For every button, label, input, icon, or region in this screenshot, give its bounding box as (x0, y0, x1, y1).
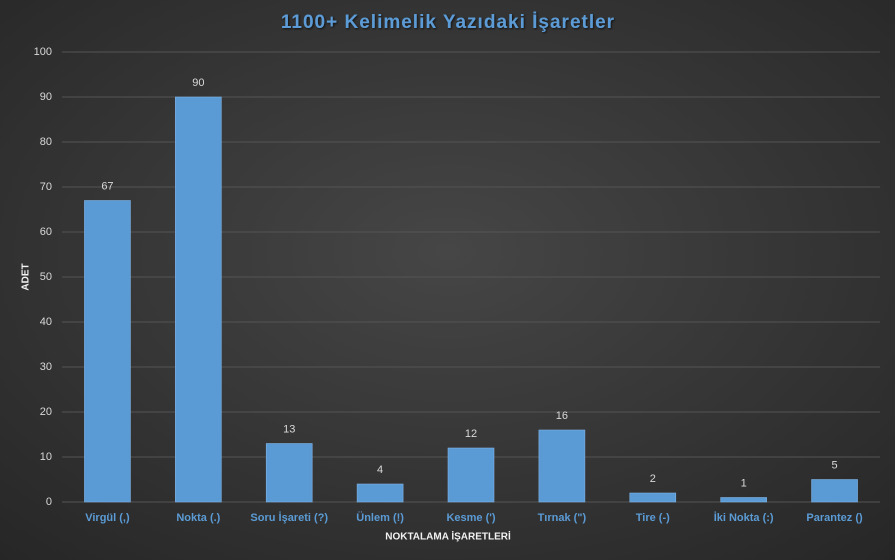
data-label: 13 (283, 423, 295, 435)
x-tick-label: Parantez () (806, 512, 863, 524)
y-tick-label: 100 (34, 46, 52, 58)
bar (356, 483, 404, 503)
data-label: 4 (377, 464, 383, 476)
data-label: 1 (741, 477, 747, 489)
y-axis-title: ADET (21, 263, 32, 290)
data-label: 16 (556, 410, 568, 422)
x-tick-label: Ünlem (!) (356, 511, 404, 524)
bar (720, 497, 767, 503)
y-tick-label: 20 (40, 406, 52, 418)
bar (175, 96, 222, 503)
bar (538, 429, 586, 503)
data-label: 5 (831, 459, 837, 471)
chart-title: 1100+ Kelimelik Yazıdaki İşaretler (281, 12, 615, 33)
bar (629, 492, 677, 503)
data-label: 2 (650, 473, 656, 485)
y-tick-label: 80 (40, 136, 52, 148)
x-tick-label: Kesme (') (446, 512, 495, 524)
y-tick-label: 50 (40, 271, 52, 283)
bar (84, 200, 131, 503)
y-tick-label: 40 (40, 316, 52, 328)
x-tick-label: Soru İşareti (?) (250, 511, 328, 524)
x-tick-label: İki Nokta (:) (714, 511, 774, 524)
x-axis-title: NOKTALAMA İŞARETLERİ (385, 530, 511, 543)
data-label: 12 (465, 428, 477, 440)
bar (811, 479, 858, 503)
x-tick-label: Nokta (.) (176, 512, 220, 524)
y-tick-label: 0 (46, 496, 52, 508)
data-label: 67 (101, 180, 113, 192)
data-label: 90 (192, 77, 204, 89)
y-tick-label: 70 (40, 181, 52, 193)
x-tick-label: Virgül (,) (85, 512, 130, 524)
bar (265, 443, 313, 503)
y-tick-label: 90 (40, 91, 52, 103)
y-tick-label: 60 (40, 226, 52, 238)
bar (447, 447, 495, 503)
x-tick-label: Tırnak (") (538, 512, 587, 524)
y-tick-label: 10 (40, 451, 52, 463)
y-tick-label: 30 (40, 361, 52, 373)
x-tick-label: Tire (-) (636, 512, 670, 524)
